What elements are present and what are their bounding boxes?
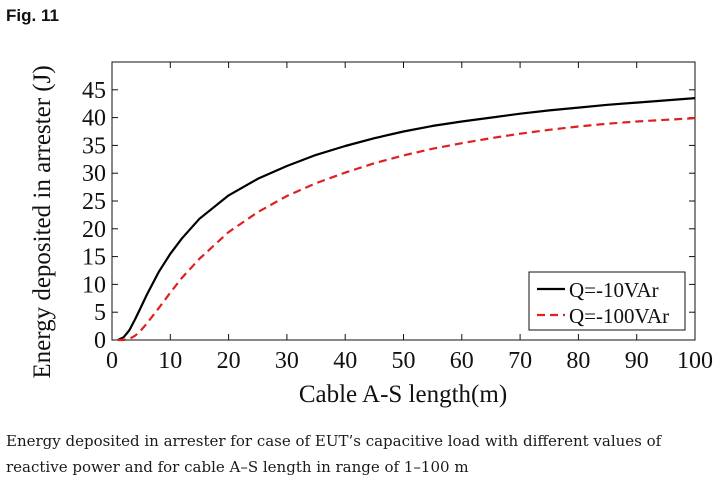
y-tick-label: 30: [82, 161, 106, 187]
x-tick-label: 30: [275, 348, 299, 374]
x-tick-label: 90: [625, 348, 649, 374]
y-tick-label: 0: [94, 328, 106, 354]
legend-box: [528, 271, 686, 331]
y-tick-label: 10: [82, 272, 106, 298]
figure-label: Fig. 11: [6, 6, 59, 25]
x-tick-label: 60: [450, 348, 474, 374]
y-tick-label: 35: [82, 133, 106, 159]
x-tick-label: 10: [158, 348, 182, 374]
x-axis-label: Cable A-S length(m): [299, 381, 507, 408]
legend-label: Q=-100VAr: [569, 304, 669, 328]
x-tick-label: 20: [217, 348, 241, 374]
x-tick-label: 80: [566, 348, 590, 374]
y-tick-label: 25: [82, 189, 106, 215]
y-tick-label: 5: [94, 300, 106, 326]
x-tick-label: 70: [508, 348, 532, 374]
x-tick-label: 100: [677, 348, 713, 374]
series-line-1: [117, 97, 696, 341]
line-chart: 0 10 20 30 40 50 60 70 80 90 100051015202530354045…: [29, 61, 713, 408]
y-tick-label: 40: [82, 106, 106, 132]
x-tick-label: 40: [333, 348, 357, 374]
y-axis-label: Energy deposited in arrester (J): [29, 65, 56, 378]
series-lines: [117, 97, 696, 342]
x-tick-label: 50: [392, 348, 416, 374]
y-tick-label: 15: [82, 245, 106, 271]
figure-caption: Energy deposited in arrester for case of…: [6, 432, 662, 476]
y-tick-label: 20: [82, 217, 106, 243]
x-tick-label: 0: [106, 348, 118, 374]
series-line-2: [117, 117, 696, 342]
y-tick-label: 45: [82, 78, 106, 104]
legend-label: Q=-10VAr: [569, 278, 659, 302]
